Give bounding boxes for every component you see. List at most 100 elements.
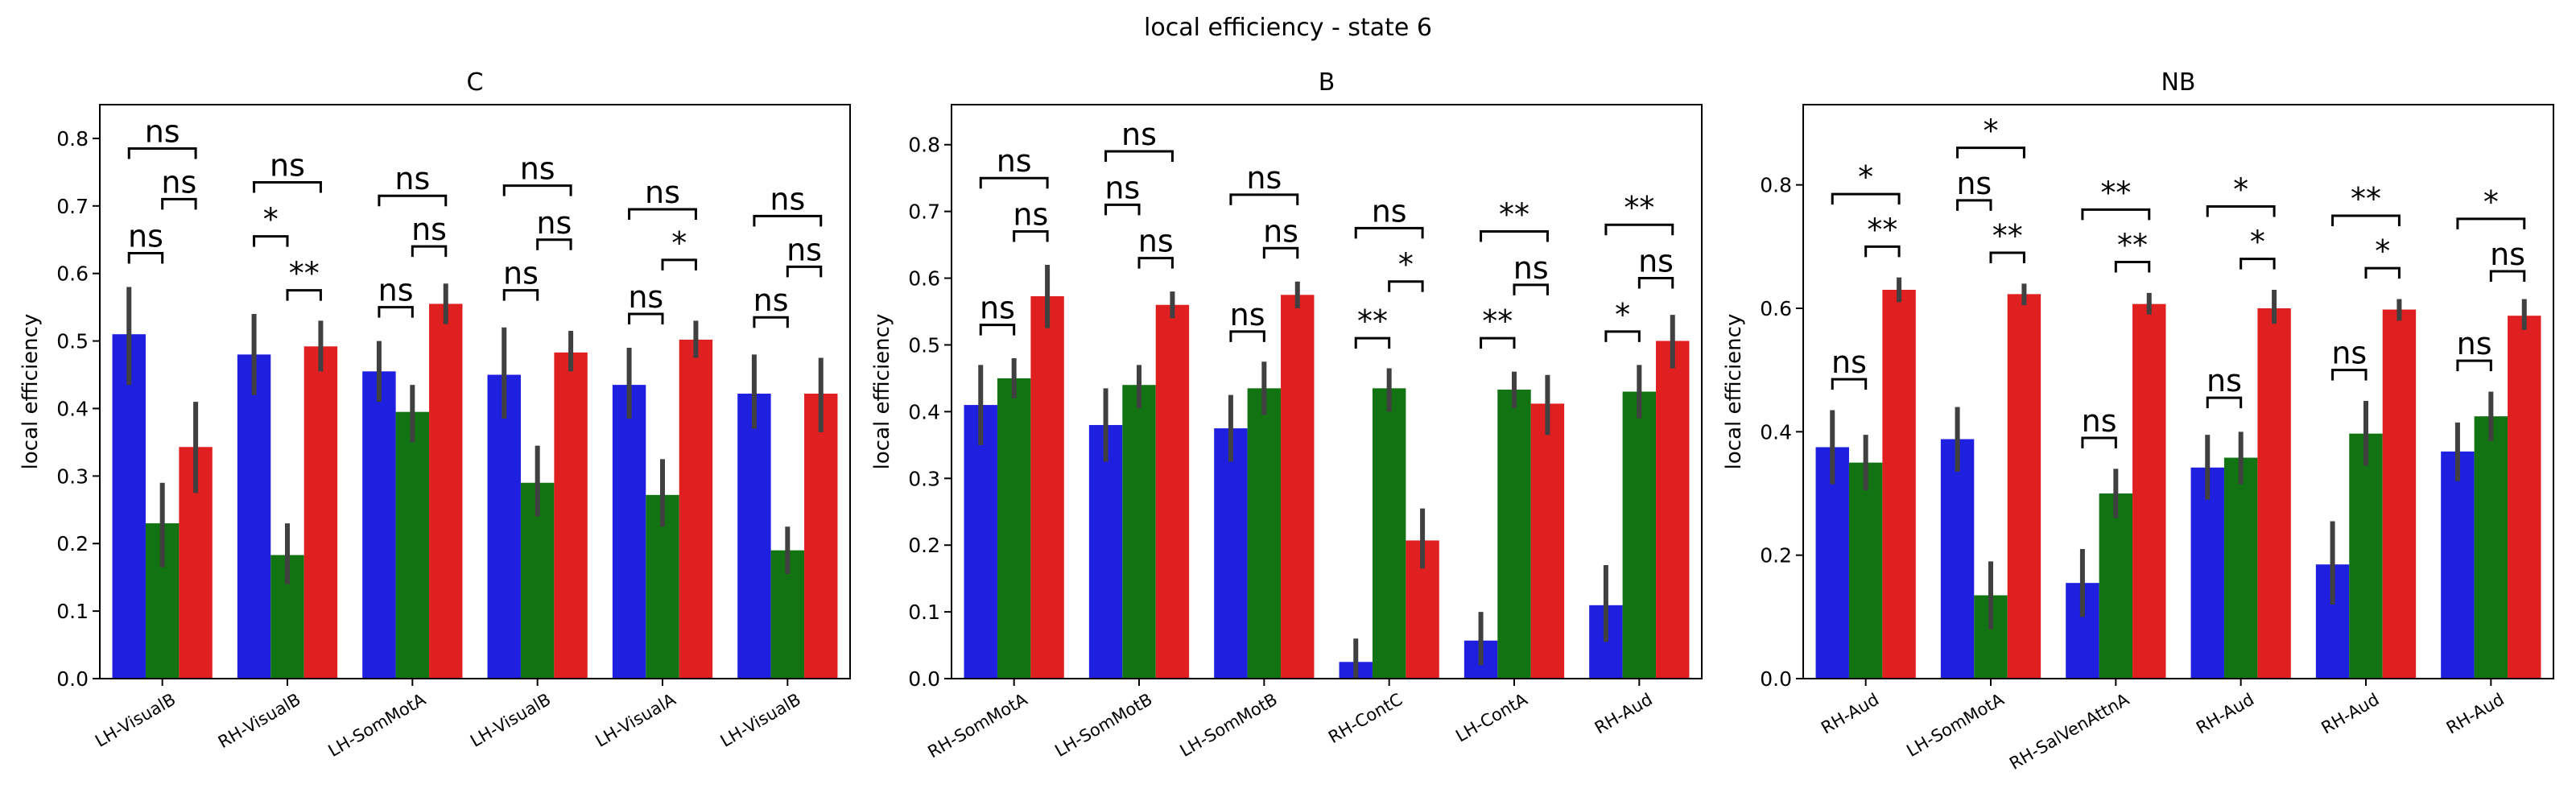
- significance-label: *: [671, 225, 687, 261]
- bar: [112, 334, 146, 679]
- significance-label: ns: [628, 279, 663, 315]
- significance-bracket: [536, 238, 572, 250]
- significance-bracket: [1229, 193, 1299, 205]
- significance-label: ns: [145, 114, 180, 150]
- x-tick-label: RH-Aud: [1591, 690, 1656, 738]
- bar: [2474, 416, 2508, 679]
- bar: [612, 385, 646, 679]
- x-tick-label: LH-SomMotA: [325, 689, 430, 761]
- y-tick-label: 0.2: [908, 534, 940, 557]
- bar: [2508, 316, 2541, 679]
- significance-label: ns: [1956, 166, 1992, 201]
- bar: [429, 303, 463, 679]
- y-tick-label: 0.1: [56, 600, 89, 623]
- y-tick-label: 0.7: [56, 195, 89, 218]
- significance-label: ns: [1013, 197, 1048, 233]
- significance-label: ns: [1638, 244, 1674, 279]
- significance-bracket: [127, 147, 197, 159]
- significance-bracket: [1262, 246, 1299, 259]
- axes-frame: [1802, 104, 2554, 679]
- y-tick-label: 0.3: [56, 464, 89, 488]
- bar: [2441, 451, 2475, 679]
- y-tick-label: 0.6: [1760, 297, 1792, 320]
- bar: [1848, 462, 1883, 679]
- significance-bracket: [1604, 330, 1641, 342]
- chart-panel-2: NB local efficiency 0.0 0.2 0.4 0.6 0.8 RH-Aud L…: [1722, 68, 2554, 774]
- significance-label: *: [1858, 159, 1873, 195]
- bar: [1122, 385, 1156, 679]
- y-tick-label: 0.1: [908, 601, 940, 624]
- significance-label: **: [2351, 181, 2381, 217]
- significance-bracket: [753, 214, 823, 227]
- x-tick-label: LH-VisualB: [467, 690, 554, 751]
- y-tick-label: 0.2: [56, 532, 89, 555]
- significance-bracket: [1831, 192, 1901, 205]
- x-tick-label: RH-Aud: [2193, 690, 2257, 738]
- significance-label: ns: [503, 256, 539, 291]
- significance-label: **: [1357, 303, 1388, 339]
- significance-label: ns: [161, 164, 196, 200]
- bar: [679, 339, 713, 679]
- significance-label: **: [1867, 212, 1897, 247]
- significance-label: *: [263, 202, 279, 237]
- significance-bracket: [2456, 359, 2492, 372]
- significance-bracket: [2081, 436, 2117, 448]
- y-tick-label: 0.4: [56, 397, 89, 420]
- x-tick-label: RH-ContC: [1325, 690, 1406, 748]
- significance-bracket: [1388, 280, 1424, 292]
- significance-label: ns: [378, 273, 414, 308]
- significance-bracket: [1480, 336, 1516, 349]
- y-tick-label: 0.0: [56, 667, 89, 691]
- y-tick-label: 0.5: [56, 330, 89, 353]
- bar: [1281, 295, 1315, 679]
- bar: [1882, 290, 1916, 679]
- bar: [1815, 447, 1849, 679]
- significance-bracket: [1604, 223, 1674, 236]
- significance-label: ns: [1513, 250, 1549, 286]
- x-tick-label: RH-Aud: [2443, 690, 2508, 738]
- y-axis-label: local efficiency: [870, 314, 894, 470]
- significance-label: ns: [411, 212, 447, 247]
- bar: [362, 371, 396, 679]
- y-axis-label: local efficiency: [1722, 314, 1746, 470]
- significance-bracket: [2456, 217, 2526, 229]
- x-tick-label: LH-VisualB: [92, 690, 179, 751]
- significance-bracket: [661, 258, 697, 270]
- significance-bracket: [1864, 245, 1901, 258]
- significance-bracket: [2081, 208, 2151, 221]
- x-tick-label: RH-SomMotA: [925, 689, 1031, 762]
- bar: [2190, 467, 2224, 679]
- y-tick-label: 0.6: [908, 267, 940, 291]
- significance-bracket: [1013, 230, 1049, 242]
- significance-label: *: [1984, 114, 1999, 149]
- bar: [1656, 341, 1690, 679]
- significance-label: ns: [786, 232, 822, 267]
- significance-bracket: [1513, 283, 1549, 295]
- x-tick-label: RH-Aud: [1818, 690, 1882, 738]
- significance-label: *: [2250, 225, 2265, 260]
- significance-label: ns: [2490, 237, 2525, 272]
- x-tick-label: LH-VisualB: [717, 690, 804, 751]
- significance-label: ns: [520, 151, 555, 187]
- significance-label: *: [2233, 172, 2248, 208]
- significance-label: ns: [1104, 170, 1140, 205]
- bar: [997, 378, 1031, 679]
- significance-label: ns: [1121, 117, 1157, 152]
- bar: [2257, 308, 2291, 679]
- significance-bracket: [786, 265, 823, 278]
- significance-bracket: [253, 180, 322, 193]
- bar: [1497, 390, 1531, 679]
- significance-label: ns: [770, 181, 805, 217]
- significance-label: ns: [1246, 160, 1282, 196]
- significance-bracket: [1831, 378, 1868, 390]
- x-tick-label: RH-VisualB: [215, 690, 304, 753]
- significance-bracket: [628, 208, 697, 221]
- significance-label: ns: [2207, 363, 2242, 398]
- significance-bracket: [127, 252, 164, 264]
- panel-title: C: [467, 68, 484, 97]
- significance-bracket: [1956, 199, 1992, 211]
- significance-label: ns: [997, 143, 1032, 179]
